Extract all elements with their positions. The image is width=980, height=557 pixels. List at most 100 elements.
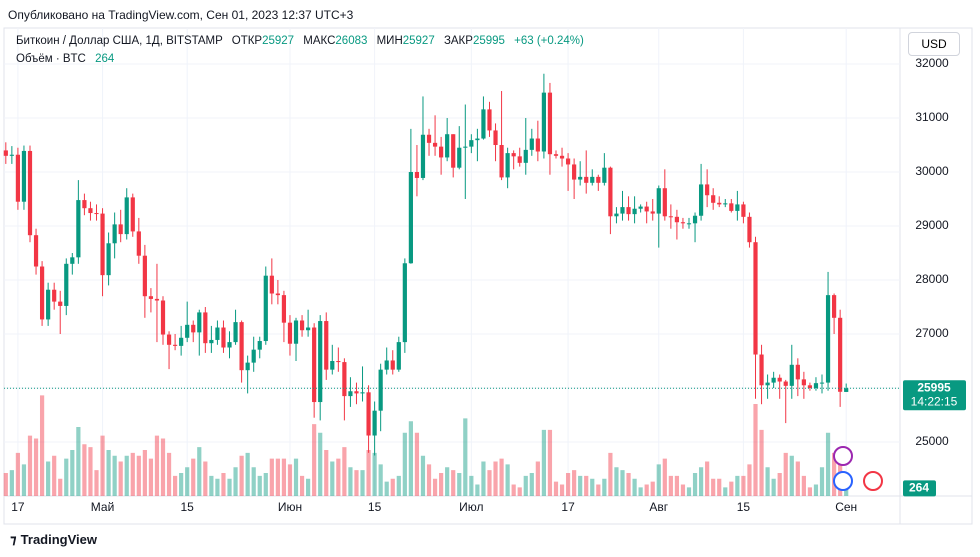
close-label: ЗАКР (443, 35, 473, 47)
open-value: 25927 (262, 35, 295, 47)
candle-body (21, 150, 27, 202)
volume-bar (807, 487, 813, 496)
volume-bar (221, 473, 226, 496)
candle-body (112, 224, 117, 244)
volume-bar (179, 473, 184, 496)
volume-bar (529, 473, 534, 496)
volume-bar (27, 435, 33, 496)
candle-body (632, 208, 637, 215)
candle-body (148, 296, 154, 299)
candle-body (378, 369, 383, 411)
candle-body (650, 211, 655, 214)
candle-body (330, 361, 335, 370)
volume-bar (481, 461, 486, 496)
event-icon (833, 471, 853, 491)
volume-tag (903, 480, 936, 497)
volume-bar (499, 458, 504, 496)
candle-body (783, 381, 788, 386)
candle-body (426, 134, 432, 143)
volume-bar (88, 447, 93, 496)
candle-body (160, 300, 166, 335)
x-tick-label: 17 (561, 500, 575, 514)
volume-bar (602, 478, 607, 496)
volume-bar (172, 475, 178, 496)
volume-bar (445, 467, 450, 496)
candle-body (209, 339, 214, 344)
volume-bar (741, 475, 746, 496)
y-tick-label: 32000 (915, 56, 949, 70)
candle-body (76, 200, 81, 258)
high-value: 26083 (335, 35, 368, 47)
volume-legend: Объём · BTC 264 (16, 53, 114, 65)
volume-bar (348, 467, 353, 496)
candle-body (293, 320, 299, 344)
candle-body (100, 213, 105, 276)
volume-bar (765, 467, 770, 496)
candle-body (245, 362, 250, 371)
candle-body (838, 317, 843, 392)
candle-body (759, 354, 764, 386)
candle-body (215, 327, 220, 340)
candle-body (179, 337, 184, 346)
volume-bar (662, 458, 667, 496)
candle-body (420, 134, 426, 178)
volume-bar (136, 455, 141, 496)
volume-bar (735, 475, 740, 496)
volume-bar (396, 475, 401, 496)
volume-bar (777, 473, 782, 496)
candle-body (819, 382, 825, 384)
volume-bar (372, 452, 377, 496)
x-tick-label: Май (91, 500, 115, 514)
publish-info: Опубликовано на TradingView.com, Сен 01,… (8, 8, 354, 22)
candle-body (596, 176, 601, 183)
volume-bar (378, 464, 383, 496)
volume-bar (795, 461, 800, 496)
volume-bar (312, 424, 317, 496)
y-tick-label: 27000 (915, 326, 949, 340)
candle-body (287, 322, 293, 344)
candle-body (432, 142, 438, 147)
volume-bar (475, 484, 480, 496)
candle-body (46, 289, 51, 320)
candle-body (505, 153, 510, 178)
candle-body (408, 172, 413, 264)
candle-body (602, 167, 607, 183)
candle-body (106, 243, 111, 276)
volume-bar (565, 473, 571, 496)
volume-bar (21, 464, 27, 496)
currency-button[interactable]: USD (908, 32, 960, 56)
candle-body (717, 202, 722, 205)
x-tick-label: Июл (459, 500, 483, 514)
volume-bar (209, 475, 214, 496)
volume-bar (342, 447, 347, 496)
y-tick-label: 29000 (915, 218, 949, 232)
volume-bar (844, 488, 849, 496)
volume-bar (160, 438, 166, 496)
volume-bar (813, 484, 819, 496)
candle-body (807, 385, 813, 389)
volume-bar (674, 475, 680, 496)
candle-body (233, 322, 238, 343)
candle-body (620, 207, 625, 214)
candle-body (70, 257, 75, 264)
volume-bar (831, 452, 837, 496)
candle-body (614, 213, 619, 217)
volume-bar (608, 452, 613, 496)
candle-body (366, 392, 371, 436)
volume-bar (58, 478, 63, 496)
candle-body (572, 164, 577, 180)
candle-body (172, 344, 178, 346)
candle-body (674, 216, 680, 223)
candle-body (336, 361, 341, 363)
volume-bar (414, 432, 420, 496)
close-value: 25995 (472, 35, 505, 47)
candle-body (118, 224, 123, 235)
candle-body (239, 322, 244, 371)
volume-bar (203, 461, 208, 496)
candle-body (9, 154, 14, 156)
candle-body (705, 184, 710, 196)
candle-body (559, 155, 565, 159)
candle-body (565, 158, 571, 165)
volume-bar (306, 478, 311, 496)
candle-body (281, 295, 287, 323)
